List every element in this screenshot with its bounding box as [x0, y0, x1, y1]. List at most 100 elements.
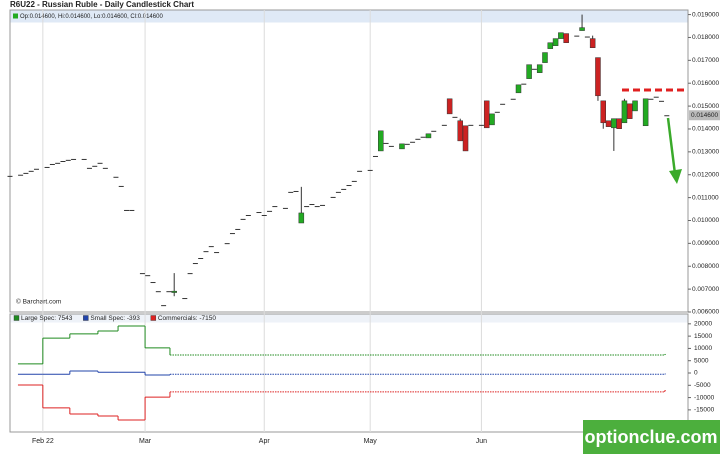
candle-body [86, 167, 92, 169]
candle-body [203, 251, 209, 253]
candle-body [81, 158, 87, 160]
candle-body [431, 130, 437, 132]
candle-body [632, 100, 638, 112]
x-tick-label: Mar [139, 438, 152, 445]
candle-body [457, 120, 463, 142]
candle-body [161, 305, 167, 307]
candle-body [55, 162, 61, 164]
x-tick-label: May [364, 438, 378, 445]
y-tick-label: 10000 [694, 345, 712, 352]
candle-body [314, 206, 320, 208]
candle-body [346, 185, 352, 187]
y-tick-label: -5000 [694, 382, 711, 389]
source: © Barchart.com [16, 298, 61, 306]
y-tick-label: 0.013000 [692, 149, 719, 156]
watermark: optionclue.com [584, 427, 717, 447]
candle-body [478, 124, 484, 126]
candle-body [145, 275, 151, 277]
candle-body [547, 42, 554, 49]
candle-body [309, 204, 315, 206]
candle-body [595, 57, 601, 97]
x-tick-label: Apr [259, 438, 271, 445]
candle-body [256, 212, 262, 214]
last-price-label: 0.014600 [691, 112, 718, 119]
candle-body [558, 32, 564, 39]
candle-body [616, 118, 622, 129]
candle-body [71, 158, 77, 160]
candle-body [367, 169, 373, 171]
legend-swatch [83, 315, 89, 321]
candle-body [515, 84, 522, 94]
candle-body [97, 162, 103, 164]
candle-body [240, 218, 246, 220]
y-tick-label: 0.010000 [692, 217, 719, 224]
candle-body [383, 142, 389, 144]
x-tick-label: Jun [476, 438, 487, 445]
candle-body [113, 176, 119, 178]
candle-body [267, 210, 273, 212]
y-tick-label: 0.009000 [692, 240, 719, 247]
info-swatch [13, 13, 18, 19]
candle-body [288, 191, 294, 193]
y-tick-label: 0.019000 [692, 11, 719, 18]
candle-body [229, 233, 235, 235]
y-tick-label: 0.011000 [692, 194, 719, 201]
ohlc-info: Op:0.014600, Hi:0.014600, Lo:0.014600, C… [20, 14, 163, 20]
arrow-shaft [666, 117, 677, 175]
candle-body [28, 170, 34, 172]
grid [42, 10, 482, 432]
candle-body [494, 111, 500, 113]
x-tick-label: Feb 22 [32, 438, 54, 445]
candle-body [642, 98, 649, 127]
candle-body [293, 190, 299, 192]
candle-body [261, 214, 267, 216]
candle-body [65, 159, 71, 161]
candle-body [589, 38, 596, 48]
y-tick-label: 20000 [694, 321, 712, 328]
candle-body [410, 141, 416, 143]
candle-body [378, 130, 384, 152]
legend-label: Small Spec: -393 [90, 315, 140, 322]
candle-body [166, 291, 172, 293]
candles [7, 14, 670, 307]
candle-body [320, 204, 326, 206]
candle-body [531, 68, 537, 70]
candle-body [304, 206, 310, 208]
legend-swatch [13, 315, 20, 321]
watermark-box [583, 420, 720, 454]
candle-body [92, 165, 98, 167]
candle-body [659, 100, 665, 102]
candle-body [388, 145, 394, 147]
candle-body [192, 263, 198, 265]
y-tick-label: 0.006000 [692, 309, 719, 316]
candle-body [600, 100, 606, 124]
candle-body [351, 180, 357, 182]
chart-title: R6U22 - Russian Ruble - Daily Candlestic… [10, 0, 194, 9]
candle-body [648, 98, 654, 100]
candle-body [224, 243, 230, 245]
candle-body [441, 124, 447, 126]
y-tick-label: 0.012000 [692, 171, 719, 178]
candle-body [335, 191, 341, 193]
candle-body [182, 298, 188, 300]
candle-body [584, 36, 590, 38]
candle-body [425, 133, 432, 139]
candle-body [552, 38, 559, 46]
y-tick-label: -10000 [694, 394, 715, 401]
candle-body [510, 98, 516, 100]
candle-body [542, 52, 548, 63]
legend-band [10, 314, 688, 323]
y-tick-label: 0.015000 [692, 103, 719, 110]
y-tick-label: 0.014000 [692, 126, 719, 133]
candle-body [574, 35, 580, 37]
candle-body [341, 188, 347, 190]
candle-body [150, 282, 156, 284]
info-band [10, 10, 688, 23]
legend-label: Large Spec: 7543 [21, 315, 73, 322]
candle-body [621, 100, 628, 124]
y-tick-label: 0.017000 [692, 57, 719, 64]
candle-body [399, 143, 405, 150]
cot-lines [17, 325, 666, 421]
candle-body [653, 96, 659, 98]
